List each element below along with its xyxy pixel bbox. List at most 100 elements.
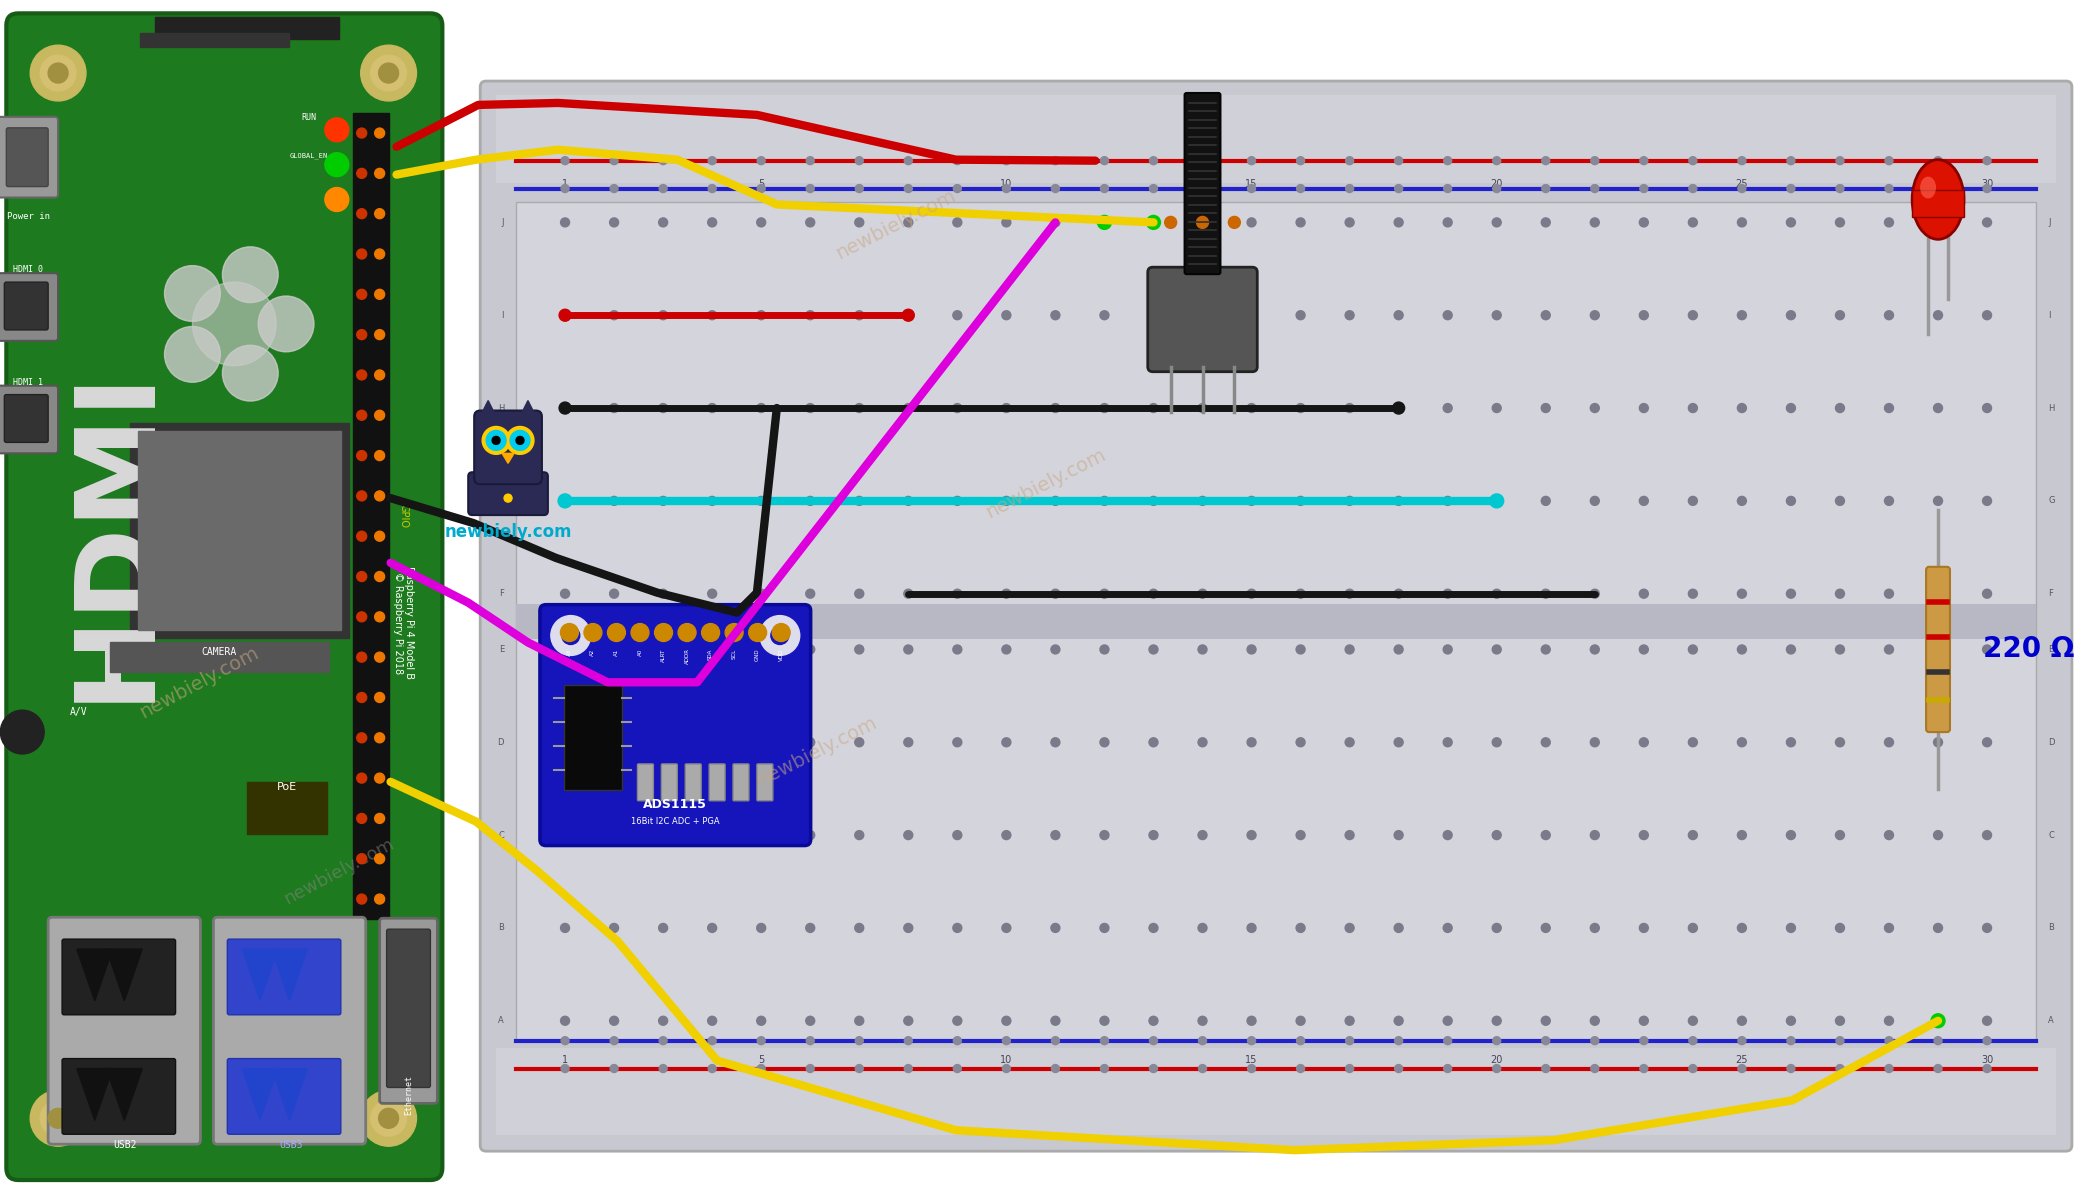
Circle shape xyxy=(1100,738,1109,747)
Circle shape xyxy=(1297,645,1305,653)
Circle shape xyxy=(1542,1064,1550,1073)
Circle shape xyxy=(1149,1037,1157,1044)
Circle shape xyxy=(611,184,617,192)
Circle shape xyxy=(1787,923,1795,933)
Circle shape xyxy=(1395,1037,1402,1044)
Circle shape xyxy=(1345,589,1354,599)
Circle shape xyxy=(481,426,510,454)
Circle shape xyxy=(374,290,385,299)
Circle shape xyxy=(952,738,962,747)
FancyBboxPatch shape xyxy=(387,929,431,1087)
Circle shape xyxy=(1052,157,1059,165)
Circle shape xyxy=(1002,217,1010,227)
Circle shape xyxy=(165,266,220,322)
Circle shape xyxy=(358,652,366,662)
Circle shape xyxy=(561,923,569,933)
Circle shape xyxy=(1345,157,1354,165)
Circle shape xyxy=(1688,217,1697,227)
Circle shape xyxy=(1050,830,1061,840)
Polygon shape xyxy=(521,400,536,417)
Circle shape xyxy=(1492,311,1502,320)
Circle shape xyxy=(757,1016,766,1025)
Circle shape xyxy=(1688,1064,1697,1073)
Text: USB2: USB2 xyxy=(113,1140,136,1150)
Circle shape xyxy=(40,1100,75,1136)
Circle shape xyxy=(757,217,766,227)
Circle shape xyxy=(904,738,912,747)
Circle shape xyxy=(1228,216,1241,228)
Circle shape xyxy=(1835,923,1845,933)
Circle shape xyxy=(856,217,864,227)
Circle shape xyxy=(1590,830,1598,840)
Polygon shape xyxy=(272,1068,308,1120)
Circle shape xyxy=(659,1037,667,1044)
Circle shape xyxy=(1443,404,1452,412)
Circle shape xyxy=(510,430,529,450)
Circle shape xyxy=(659,589,667,599)
Circle shape xyxy=(1297,1016,1305,1025)
Circle shape xyxy=(1247,497,1255,505)
Circle shape xyxy=(1492,589,1502,599)
Text: newbiely.com: newbiely.com xyxy=(833,185,960,263)
Text: 16Bit I2C ADC + PGA: 16Bit I2C ADC + PGA xyxy=(632,817,720,826)
Circle shape xyxy=(1247,184,1255,192)
Circle shape xyxy=(1443,1064,1452,1073)
Circle shape xyxy=(1688,311,1697,320)
Text: HDMI: HDMI xyxy=(61,365,167,702)
Circle shape xyxy=(1100,157,1109,165)
Circle shape xyxy=(374,450,385,461)
Circle shape xyxy=(1247,738,1255,747)
Text: H: H xyxy=(2048,404,2054,412)
Circle shape xyxy=(904,1064,912,1073)
Circle shape xyxy=(805,157,814,165)
Circle shape xyxy=(1835,645,1845,653)
Circle shape xyxy=(1542,738,1550,747)
Circle shape xyxy=(374,249,385,259)
Circle shape xyxy=(485,430,506,450)
Circle shape xyxy=(1542,404,1550,412)
Circle shape xyxy=(952,404,962,412)
Circle shape xyxy=(655,624,672,642)
Circle shape xyxy=(611,1064,617,1073)
Circle shape xyxy=(1345,184,1354,192)
Circle shape xyxy=(1640,1016,1648,1025)
Circle shape xyxy=(1149,1064,1157,1073)
Text: A/V: A/V xyxy=(69,707,88,718)
Circle shape xyxy=(1688,184,1697,192)
Circle shape xyxy=(952,589,962,599)
Circle shape xyxy=(904,645,912,653)
Circle shape xyxy=(1199,157,1207,165)
Circle shape xyxy=(1393,404,1404,412)
Circle shape xyxy=(1443,645,1452,653)
Circle shape xyxy=(757,923,766,933)
Circle shape xyxy=(1149,830,1159,840)
Circle shape xyxy=(358,571,366,581)
FancyBboxPatch shape xyxy=(48,917,201,1144)
FancyBboxPatch shape xyxy=(1149,267,1257,372)
Circle shape xyxy=(1837,184,1843,192)
FancyBboxPatch shape xyxy=(6,13,441,1180)
Circle shape xyxy=(856,589,864,599)
Circle shape xyxy=(1393,738,1404,747)
Circle shape xyxy=(0,710,44,754)
Circle shape xyxy=(1542,589,1550,599)
Circle shape xyxy=(1492,830,1502,840)
Text: 25: 25 xyxy=(1736,178,1749,189)
Circle shape xyxy=(1297,1064,1305,1073)
Circle shape xyxy=(856,1037,864,1044)
Circle shape xyxy=(584,624,602,642)
Bar xyxy=(247,782,326,834)
Circle shape xyxy=(701,624,720,642)
Circle shape xyxy=(1100,311,1109,320)
Circle shape xyxy=(707,497,718,505)
Circle shape xyxy=(1542,157,1550,165)
Circle shape xyxy=(561,311,569,320)
Circle shape xyxy=(1738,157,1747,165)
FancyBboxPatch shape xyxy=(379,918,437,1104)
Circle shape xyxy=(1590,645,1598,653)
Circle shape xyxy=(561,738,569,747)
Circle shape xyxy=(805,217,814,227)
Circle shape xyxy=(559,309,571,321)
Circle shape xyxy=(954,1037,962,1044)
Circle shape xyxy=(952,1016,962,1025)
